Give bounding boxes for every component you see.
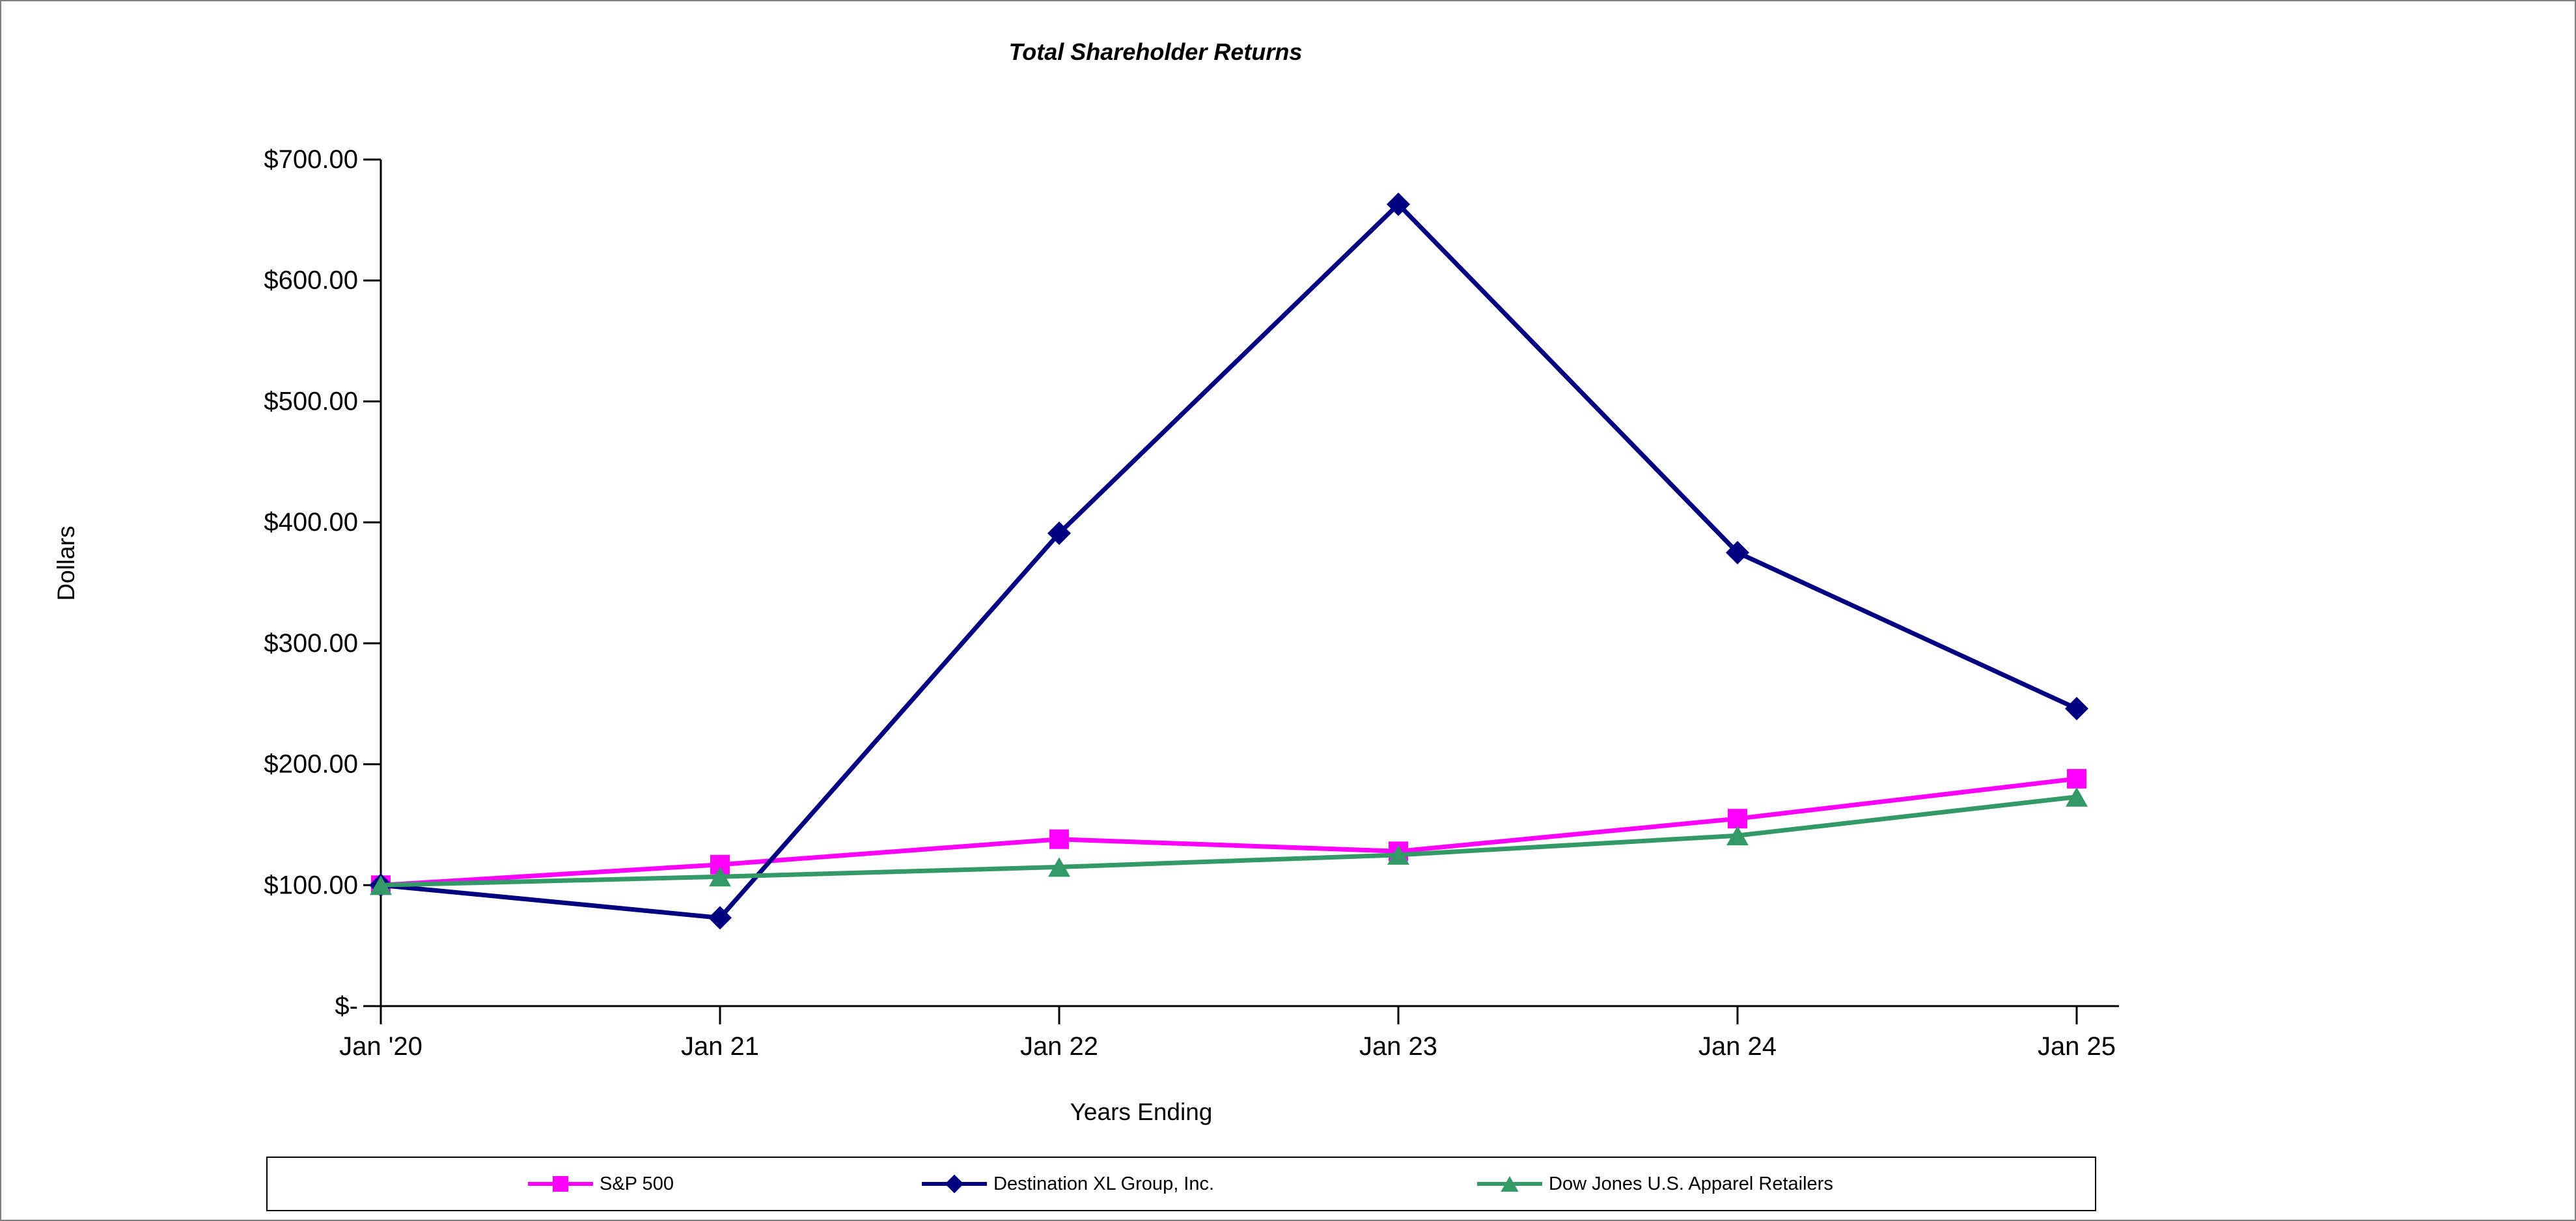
y-tick-label: $700.00 xyxy=(264,145,358,174)
x-tick-label: Jan 23 xyxy=(1359,1032,1437,1061)
y-tick-label: $500.00 xyxy=(264,387,358,415)
marker-square xyxy=(553,1176,568,1192)
x-tick-label: Jan 21 xyxy=(681,1032,759,1061)
legend-swatch-triangle xyxy=(1477,1176,1542,1192)
series-line xyxy=(380,794,2077,888)
marker-triangle xyxy=(1726,826,1749,846)
series-2 xyxy=(370,787,2088,895)
legend-item: S&P 500 xyxy=(528,1158,674,1210)
x-tick-label: Jan 22 xyxy=(1020,1032,1098,1061)
marker-diamond xyxy=(708,906,732,930)
marker-triangle xyxy=(1048,857,1070,877)
y-tick-label: $600.00 xyxy=(264,266,358,295)
legend-item: Dow Jones U.S. Apparel Retailers xyxy=(1477,1158,1833,1210)
marker-diamond xyxy=(1047,521,1071,545)
legend-label: Destination XL Group, Inc. xyxy=(993,1173,1215,1194)
marker-triangle xyxy=(2066,787,2088,807)
series-0 xyxy=(371,768,2086,895)
marker-triangle xyxy=(1387,845,1409,865)
legend-label: S&P 500 xyxy=(600,1173,674,1194)
series-line xyxy=(380,776,2077,888)
x-tick-label: Jan '20 xyxy=(339,1032,422,1061)
marker-diamond xyxy=(945,1174,964,1194)
marker-square xyxy=(1049,829,1069,849)
y-tick-label: $400.00 xyxy=(264,508,358,537)
marker-diamond xyxy=(1387,192,1410,216)
legend-swatch-square xyxy=(528,1176,593,1192)
x-axis-title: Years Ending xyxy=(1070,1099,1213,1125)
legend-box: S&P 500 Destination XL Group, Inc. Dow Jon… xyxy=(266,1157,2096,1211)
chart-title: Total Shareholder Returns xyxy=(1008,38,1303,65)
y-tick-label: $300.00 xyxy=(264,629,358,658)
y-tick-label: $100.00 xyxy=(264,871,358,899)
marker-diamond xyxy=(2065,697,2088,721)
marker-triangle xyxy=(709,867,731,887)
series-1 xyxy=(369,192,2088,930)
y-tick-label: $- xyxy=(335,992,358,1020)
legend-item: Destination XL Group, Inc. xyxy=(922,1158,1214,1210)
legend-label: Dow Jones U.S. Apparel Retailers xyxy=(1549,1173,1833,1194)
x-tick-label: Jan 24 xyxy=(1698,1032,1777,1061)
marker-diamond xyxy=(1726,540,1749,565)
legend-swatch-diamond xyxy=(922,1174,987,1194)
marker-square xyxy=(2067,768,2086,789)
marker-triangle xyxy=(1501,1176,1519,1192)
y-tick-label: $200.00 xyxy=(264,750,358,779)
marker-triangle xyxy=(370,875,392,895)
marker-square xyxy=(1728,809,1747,829)
series-line xyxy=(380,201,2078,921)
x-tick-label: Jan 25 xyxy=(2038,1032,2116,1061)
